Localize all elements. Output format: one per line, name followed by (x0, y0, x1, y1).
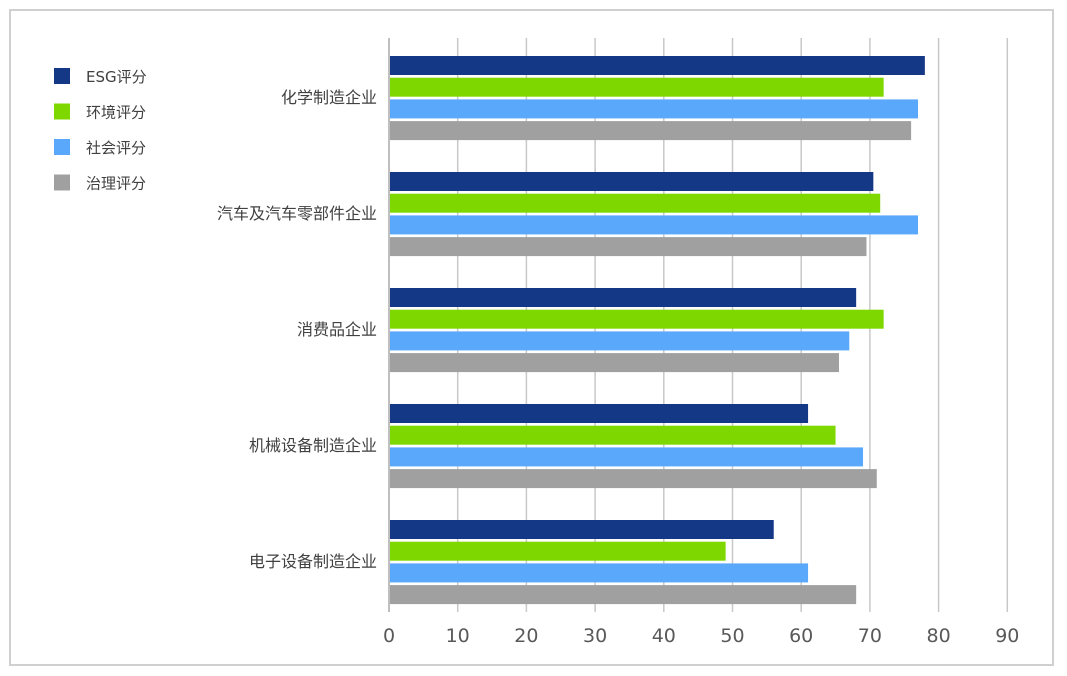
bar-0-0 (389, 56, 925, 75)
bar-4-3 (389, 585, 857, 605)
legend-swatch-2 (54, 139, 70, 155)
bar-1-1 (389, 193, 881, 213)
legend-swatch-1 (54, 103, 70, 120)
bar-4-1 (389, 541, 726, 561)
bar-3-3 (389, 469, 877, 489)
x-tick-label-30: 30 (583, 625, 607, 647)
x-tick-label-20: 20 (514, 625, 538, 647)
x-tick-label-70: 70 (858, 625, 882, 647)
legend-label-0: ESG评分 (86, 68, 147, 86)
category-label-1: 汽车及汽车零部件企业 (217, 204, 377, 223)
bar-4-0 (389, 520, 774, 539)
x-tick-label-60: 60 (789, 625, 813, 647)
x-tick-label-90: 90 (995, 625, 1019, 647)
bar-1-3 (389, 237, 867, 257)
bar-2-3 (389, 353, 839, 373)
category-label-4: 电子设备制造企业 (249, 552, 377, 571)
bar-4-2 (389, 563, 809, 583)
legend-swatch-0 (54, 68, 70, 84)
bar-0-2 (389, 99, 918, 119)
bar-2-0 (389, 288, 857, 307)
bars (389, 56, 925, 605)
category-label-2: 消费品企业 (297, 320, 377, 339)
bar-3-1 (389, 425, 836, 445)
bar-3-0 (389, 404, 809, 423)
bar-1-2 (389, 215, 918, 235)
legend-swatch-3 (54, 174, 70, 191)
legend-label-3: 治理评分 (86, 175, 146, 193)
legend-label-1: 环境评分 (86, 104, 146, 122)
bar-2-1 (389, 309, 884, 329)
x-tick-label-50: 50 (720, 625, 744, 647)
bar-0-1 (389, 77, 884, 97)
x-tick-label-10: 10 (446, 625, 470, 647)
bar-1-0 (389, 172, 874, 191)
category-label-3: 机械设备制造企业 (249, 436, 377, 455)
x-tick-label-40: 40 (652, 625, 676, 647)
bar-2-2 (389, 331, 850, 351)
category-label-0: 化学制造企业 (281, 88, 377, 107)
x-tick-label-0: 0 (383, 625, 395, 647)
bar-3-2 (389, 447, 864, 467)
bar-0-3 (389, 121, 912, 141)
legend-label-2: 社会评分 (86, 139, 146, 157)
x-tick-label-80: 80 (927, 625, 951, 647)
x-axis: 0 10 20 30 40 50 60 70 80 90 (383, 38, 1019, 647)
